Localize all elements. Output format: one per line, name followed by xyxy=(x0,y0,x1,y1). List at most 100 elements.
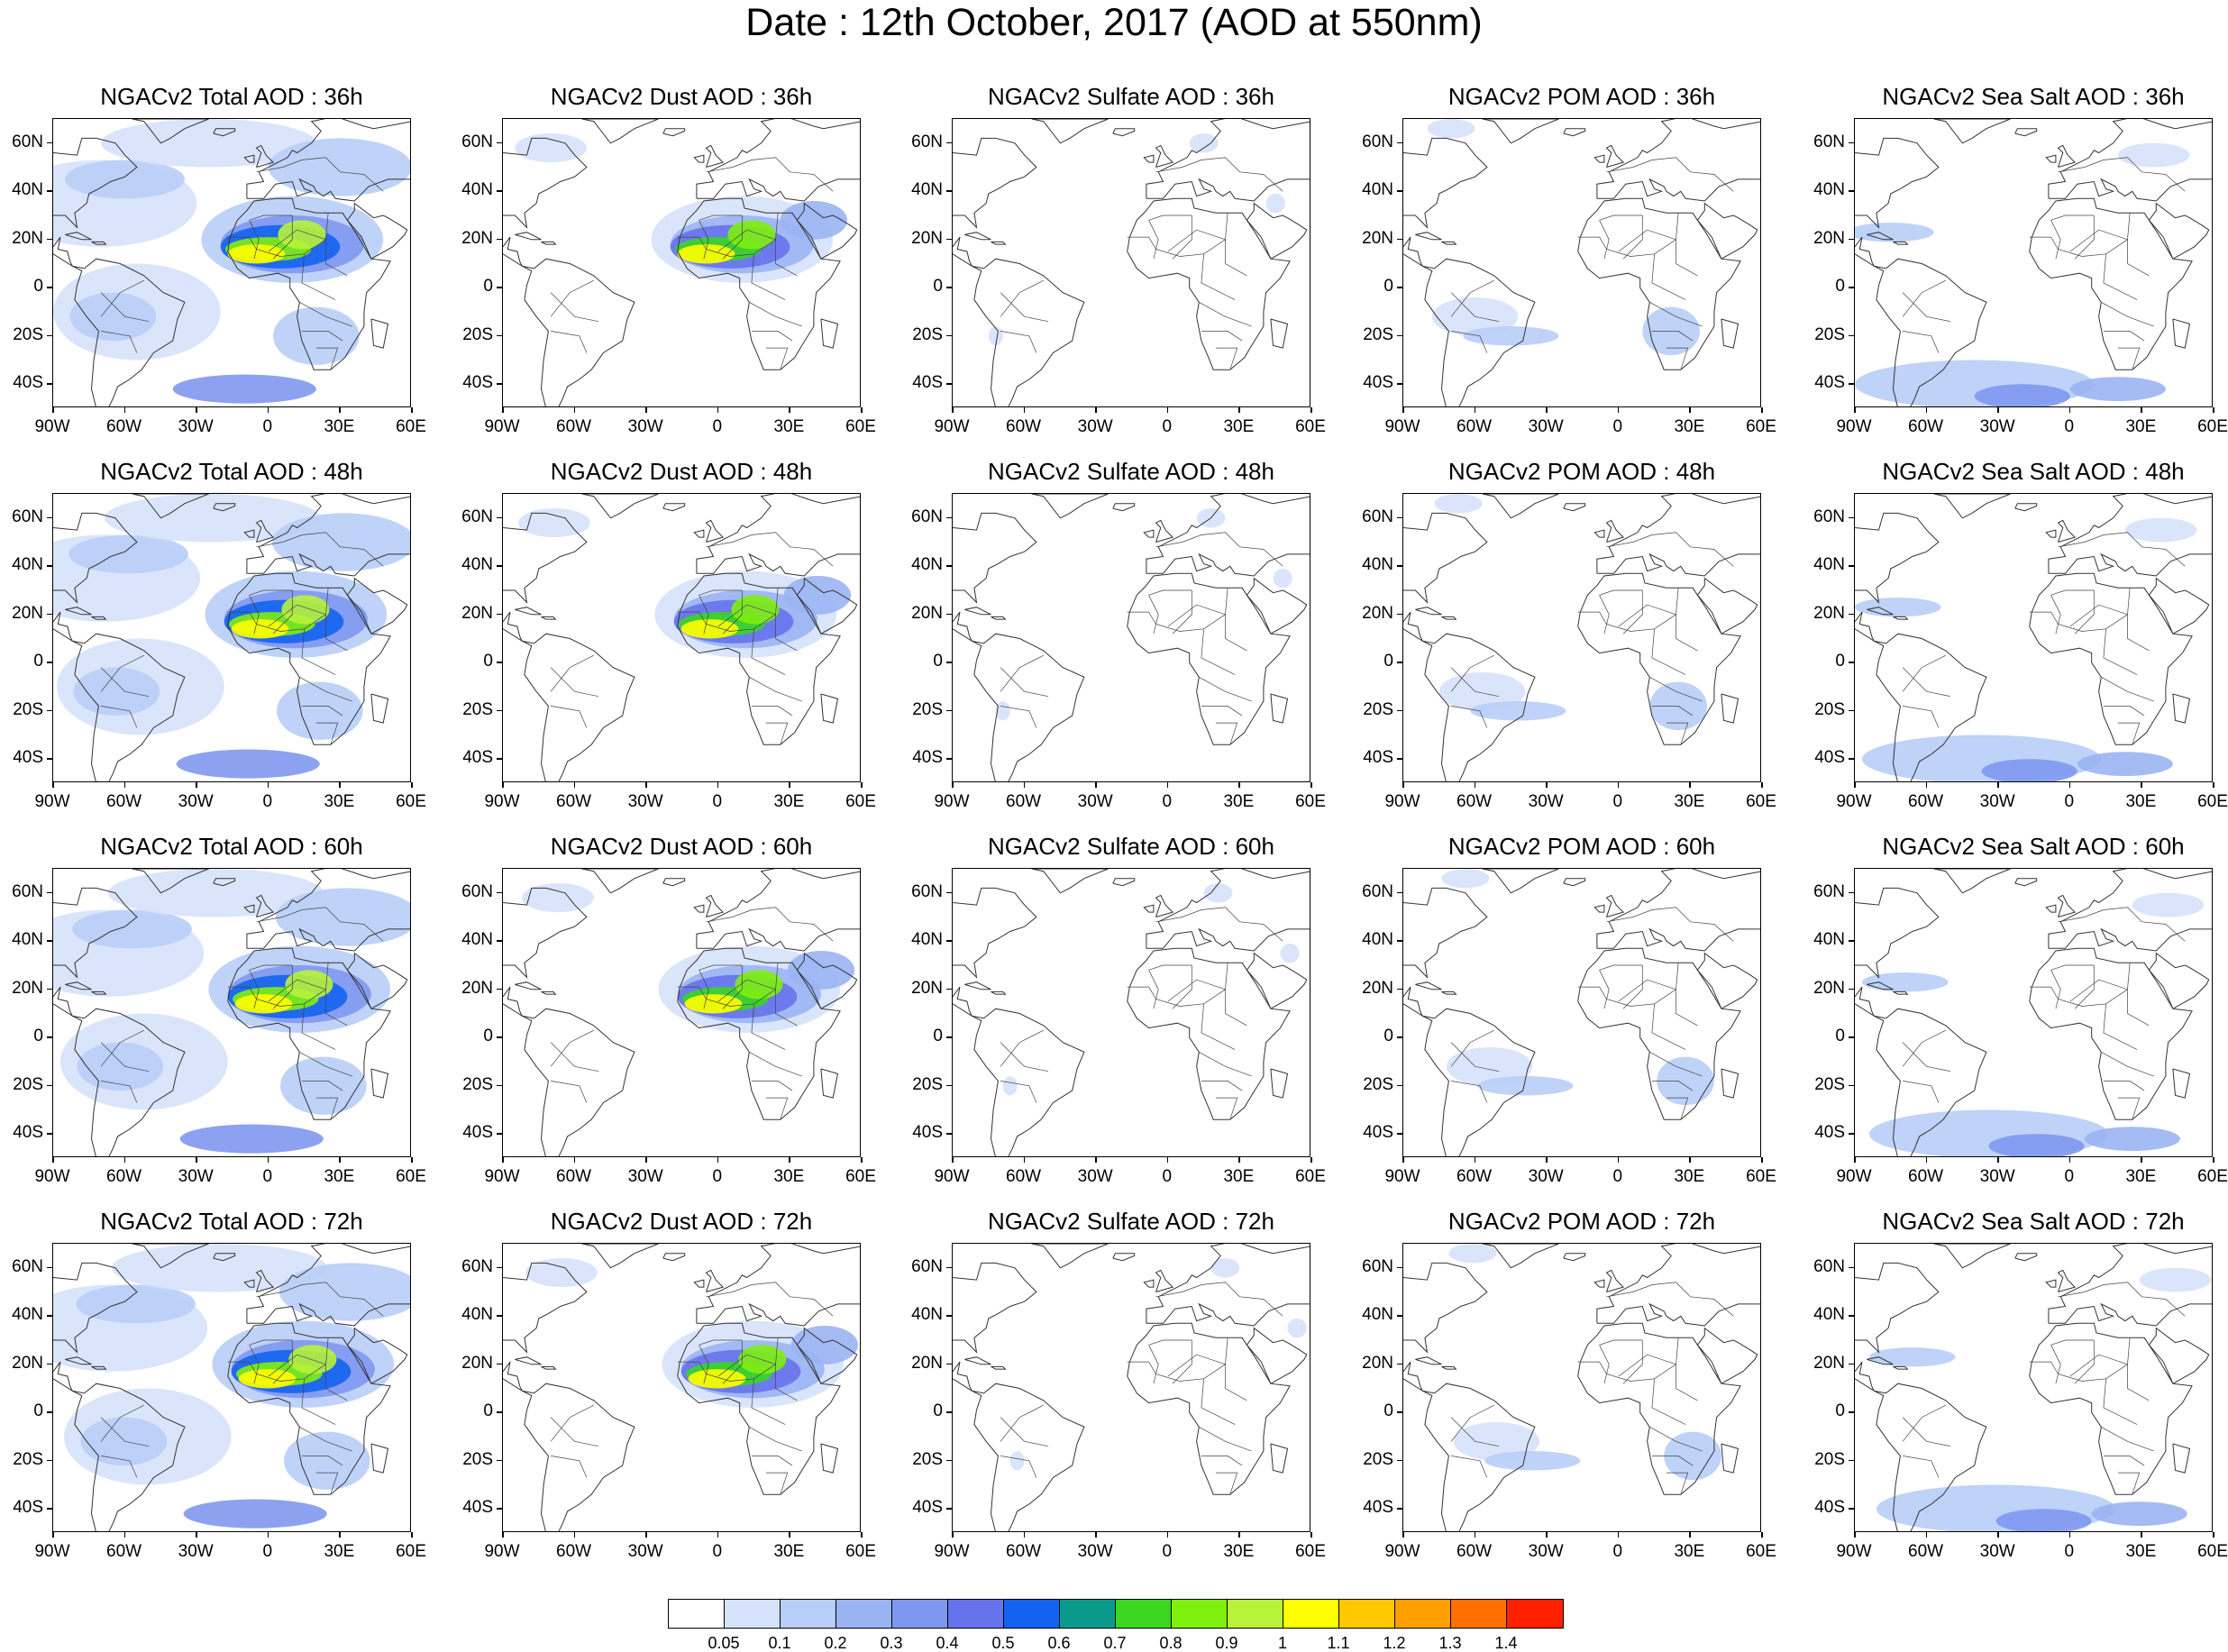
lat-tick xyxy=(946,1363,952,1365)
country-border xyxy=(268,1354,326,1377)
lat-tick-label: 0 xyxy=(1383,652,1393,671)
lat-tick-label: 60N xyxy=(12,1256,43,1276)
coastline xyxy=(991,616,1007,620)
lon-tick-label: 30W xyxy=(1528,792,1564,811)
lat-tick xyxy=(1397,516,1402,519)
country-border xyxy=(722,215,743,260)
lon-tick xyxy=(502,1157,504,1163)
lat-tick xyxy=(47,1133,52,1135)
lat-tick-label: 60N xyxy=(911,1256,943,1276)
coastline xyxy=(1893,1365,1909,1370)
country-border xyxy=(272,1340,293,1384)
map-panel-sulfate-48h xyxy=(952,493,1310,782)
lat-tick-label: 0 xyxy=(1835,277,1845,297)
coastline xyxy=(503,1361,524,1392)
country-border xyxy=(1577,1337,1679,1382)
lon-tick-label: 60E xyxy=(396,417,426,436)
coastline xyxy=(1482,1244,1559,1269)
colorbar-swatch xyxy=(1228,1600,1283,1628)
lat-tick xyxy=(946,1315,952,1317)
colorbar-label: 1.2 xyxy=(1383,1634,1406,1652)
lon-tick-label: 60E xyxy=(845,792,876,811)
lon-tick-label: 90W xyxy=(1384,792,1420,811)
lon-tick-label: 60W xyxy=(1456,1542,1493,1561)
aod-contour-region xyxy=(1002,1076,1018,1096)
coastline xyxy=(964,1356,991,1365)
lat-tick xyxy=(946,238,952,241)
lat-tick-label: 40N xyxy=(911,1305,943,1325)
coastline xyxy=(65,1356,92,1365)
country-border xyxy=(1451,1456,1488,1478)
lat-tick xyxy=(946,1084,952,1087)
lat-tick-label: 20N xyxy=(911,603,943,623)
lat-tick xyxy=(47,1084,52,1087)
lat-tick xyxy=(497,190,502,192)
lon-tick-label: 0 xyxy=(1162,1167,1173,1186)
lat-tick-label: 60N xyxy=(1362,507,1393,526)
country-border xyxy=(301,253,336,300)
coastline xyxy=(1855,611,1876,643)
colorbar-swatch xyxy=(1451,1600,1507,1628)
lon-tick xyxy=(1689,1157,1691,1163)
coastline xyxy=(346,1327,408,1384)
lon-tick-label: 90W xyxy=(34,792,70,811)
coastline xyxy=(953,887,1037,979)
colorbar-label: 0.7 xyxy=(1103,1634,1127,1652)
country-border xyxy=(1201,331,1243,342)
coastline xyxy=(541,616,557,620)
lat-tick-label: 40S xyxy=(1363,1498,1393,1518)
lat-tick xyxy=(497,1363,502,1365)
country-border xyxy=(1651,706,1694,716)
country-border xyxy=(256,157,341,173)
coastline xyxy=(65,607,92,616)
lat-tick-label: 20N xyxy=(12,603,43,623)
coastline xyxy=(1441,241,1457,245)
country-border xyxy=(765,1472,789,1495)
country-border xyxy=(765,1097,789,1120)
coastline xyxy=(1577,947,1741,1120)
lat-tick xyxy=(497,891,502,894)
lon-tick xyxy=(339,1532,341,1538)
lon-tick-label: 0 xyxy=(1612,1542,1623,1561)
country-border xyxy=(1622,590,1643,634)
lat-tick xyxy=(946,758,952,760)
coastline xyxy=(693,154,705,163)
coastline xyxy=(1403,986,1424,1018)
country-border xyxy=(1167,229,1226,252)
country-border xyxy=(2058,157,2142,173)
country-border xyxy=(256,1282,341,1298)
lon-tick-label: 30W xyxy=(178,1542,214,1561)
lat-tick-label: 20S xyxy=(13,1449,43,1469)
lat-tick xyxy=(497,287,502,288)
lat-tick-label: 20S xyxy=(912,699,943,719)
country-border xyxy=(1599,214,1643,221)
map-canvas xyxy=(1855,494,2212,781)
country-border xyxy=(1649,301,1703,327)
country-border xyxy=(1902,1404,1946,1442)
country-border xyxy=(775,989,798,1027)
coastline xyxy=(677,947,841,1120)
lat-tick-label: 40N xyxy=(1813,555,1845,575)
aod-contour-region xyxy=(731,595,780,625)
lon-tick xyxy=(1617,1157,1620,1163)
lat-tick xyxy=(497,1411,502,1413)
lat-tick xyxy=(946,613,952,616)
coastline xyxy=(1482,869,1559,894)
coastline xyxy=(971,258,1085,406)
lat-tick-label: 40N xyxy=(461,180,493,200)
coastline xyxy=(1421,633,1536,781)
lon-tick-label: 60E xyxy=(845,1542,876,1561)
coastline xyxy=(53,887,138,979)
lat-tick-label: 40S xyxy=(13,373,43,393)
lat-tick xyxy=(946,141,952,144)
lat-tick xyxy=(47,1036,52,1038)
coastline xyxy=(1155,519,1174,543)
coastline xyxy=(1933,494,2011,519)
lon-tick-label: 90W xyxy=(484,792,520,811)
coastline xyxy=(1855,236,1876,268)
country-border xyxy=(1450,1042,1500,1072)
lat-tick xyxy=(47,141,52,144)
map-canvas xyxy=(1403,869,1760,1156)
lat-tick xyxy=(47,940,52,942)
lon-tick-label: 60W xyxy=(1908,1542,1944,1561)
